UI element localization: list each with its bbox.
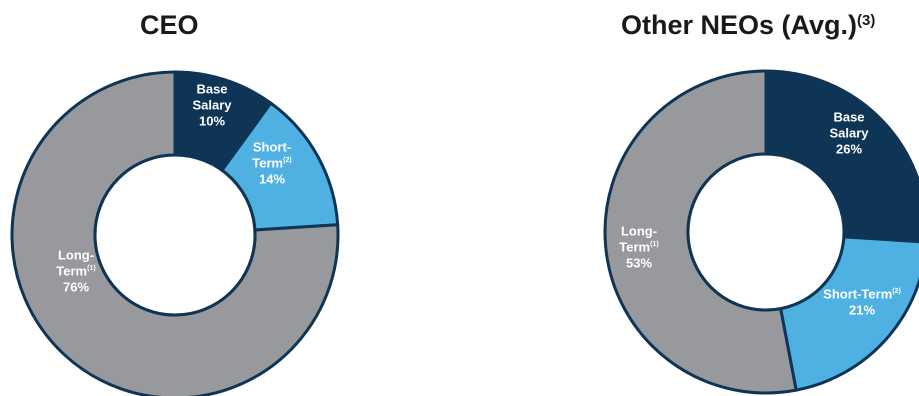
neo-label-long-term-footnote: (1) xyxy=(650,241,659,248)
ceo-value-short-term: 14% xyxy=(259,171,285,186)
neo-label-short-term-footnote: (2) xyxy=(892,288,901,295)
ceo-title-text: CEO xyxy=(140,10,199,40)
ceo-chart-title: CEO xyxy=(140,10,199,41)
neo-label-long-term-line-1: Term(1) xyxy=(619,239,658,254)
neo-value-short-term: 21% xyxy=(849,302,875,317)
ceo-value-base-salary: 10% xyxy=(199,113,225,128)
neo-chart-title: Other NEOs (Avg.)(3) xyxy=(621,10,875,41)
neo-label-long-term-line-0: Long- xyxy=(621,223,657,238)
ceo-label-long-term-line-1: Term(1) xyxy=(56,263,95,278)
neo-value-long-term: 53% xyxy=(626,255,652,270)
ceo-label-long-term-footnote: (1) xyxy=(87,265,96,272)
ceo-label-short-term: Short-Term(2)14% xyxy=(252,139,291,186)
ceo-value-long-term: 76% xyxy=(63,279,89,294)
ceo-label-base-salary-line-0: Base xyxy=(196,81,227,96)
neo-label-base-salary-line-1: Salary xyxy=(829,125,869,140)
neo-value-base-salary: 26% xyxy=(836,141,862,156)
ceo-label-base-salary-line-1: Salary xyxy=(192,97,232,112)
ceo-label-long-term: Long-Term(1)76% xyxy=(56,247,95,294)
neo-label-base-salary-line-0: Base xyxy=(833,109,864,124)
ceo-donut-hole xyxy=(93,153,257,317)
neo-donut-hole xyxy=(686,152,846,312)
neo-title-text: Other NEOs (Avg.) xyxy=(621,10,858,40)
ceo-label-short-term-line-0: Short- xyxy=(253,139,291,154)
neo-label-short-term: Short-Term(2)21% xyxy=(823,286,901,317)
ceo-label-long-term-line-0: Long- xyxy=(58,247,94,262)
ceo-label-short-term-footnote: (2) xyxy=(283,157,292,164)
neo-label-long-term: Long-Term(1)53% xyxy=(619,223,658,270)
neo-title-footnote: (3) xyxy=(857,12,876,29)
ceo-label-short-term-line-1: Term(2) xyxy=(252,155,291,170)
neo-label-short-term-line-0: Short-Term(2) xyxy=(823,286,901,301)
